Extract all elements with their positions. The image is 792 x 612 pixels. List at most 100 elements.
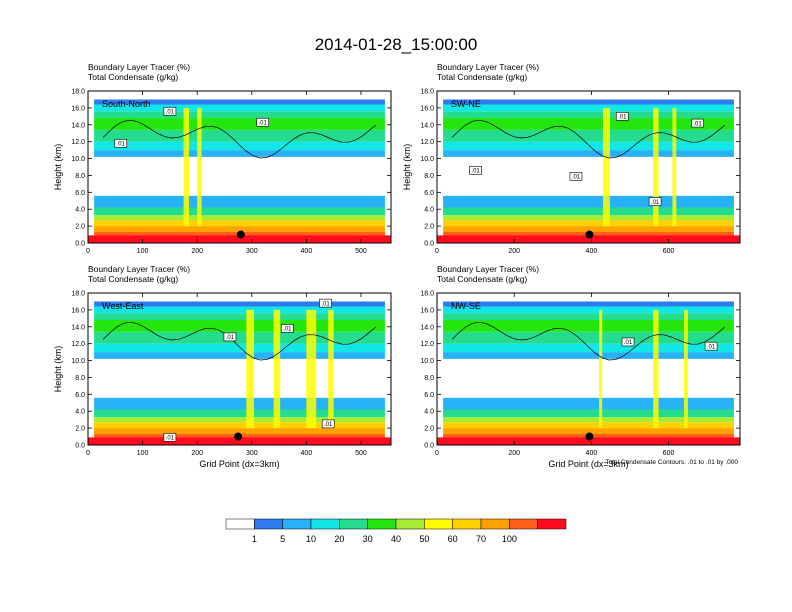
contour-label-box: [280, 324, 294, 333]
colorbar-label: 60: [448, 534, 458, 544]
convective-column: [684, 309, 688, 429]
colorbar-swatch: [509, 518, 538, 530]
x-tick-label: 200: [191, 450, 203, 457]
tracer-band: [443, 118, 734, 130]
plot-frame: [436, 90, 741, 244]
tracer-band: [443, 220, 734, 227]
y-tick-label: 4.0: [75, 207, 85, 214]
tracer-band: [443, 195, 734, 208]
y-tick-label: 16.0: [71, 307, 85, 314]
panel-subtitle-condensate: Total Condensate (g/kg): [88, 72, 178, 82]
contour-label: .01: [572, 174, 581, 180]
y-tick-label: 6.0: [75, 190, 85, 197]
y-tick-label: 18.0: [71, 89, 85, 96]
tracer-band: [94, 358, 385, 398]
main-title: 2014-01-28_15:00:00: [315, 35, 478, 54]
x-tick-label: 400: [301, 450, 313, 457]
y-tick-label: 12.0: [420, 341, 434, 348]
panel-1: Boundary Layer Tracer (%)Total Condensat…: [53, 62, 392, 255]
tracer-band: [94, 156, 385, 196]
panel-subtitle-condensate: Total Condensate (g/kg): [88, 274, 178, 284]
tracer-band: [443, 409, 734, 418]
x-axis-label: Grid Point (dx=3km): [199, 459, 279, 469]
tracer-band: [94, 111, 385, 119]
tracer-band: [94, 220, 385, 227]
y-axis-label: Height (km): [402, 144, 412, 191]
panel-3: Boundary Layer Tracer (%)Total Condensat…: [53, 264, 392, 469]
colorbar: 1 5 10 20 30 40 50 60 70 100: [225, 518, 567, 544]
tracer-band: [94, 417, 385, 423]
panel-label: SW-NE: [451, 99, 481, 109]
y-tick-label: 6.0: [75, 392, 85, 399]
tracer-band: [443, 397, 734, 410]
contour-label: .01: [321, 301, 330, 307]
tracer-band: [443, 306, 734, 314]
tracer-band: [443, 343, 734, 353]
colorbar-swatch: [310, 518, 340, 530]
colorbar-label: 5: [280, 534, 285, 544]
colorbar-swatch: [339, 518, 368, 530]
contour-label: .01: [259, 120, 268, 126]
tracer-gap: [437, 91, 444, 243]
panel-4: Boundary Layer Tracer (%)Total Condensat…: [420, 264, 741, 469]
y-tick-label: 18.0: [71, 291, 85, 298]
contour-label-box: [114, 139, 128, 148]
colorbar-swatch: [424, 518, 453, 530]
location-marker: [234, 432, 243, 441]
location-marker: [585, 230, 594, 239]
tracer-band: [443, 422, 734, 429]
contour-label: .01: [166, 436, 175, 442]
tracer-band: [94, 207, 385, 216]
contour-label: .01: [324, 422, 333, 428]
convective-column: [183, 107, 189, 227]
tracer-band: [443, 150, 734, 157]
colorbar-swatch: [225, 518, 255, 530]
tracer-band: [443, 313, 734, 321]
convective-column: [197, 107, 202, 227]
x-tick-label: 100: [137, 248, 149, 255]
panel-label: South-North: [102, 99, 151, 109]
convective-column: [599, 309, 603, 429]
contour-label-box: [704, 341, 718, 351]
colorbar-swatch: [480, 518, 510, 530]
y-tick-label: 10.0: [420, 156, 434, 163]
panel-subtitle-tracer: Boundary Layer Tracer (%): [437, 264, 539, 274]
panel-subtitle-condensate: Total Condensate (g/kg): [437, 72, 527, 82]
x-tick-label: 0: [86, 450, 90, 457]
y-tick-label: 10.0: [71, 156, 85, 163]
tracer-band: [443, 156, 734, 196]
x-tick-label: 0: [435, 450, 439, 457]
x-tick-label: 500: [355, 248, 367, 255]
x-tick-label: 400: [586, 248, 598, 255]
y-tick-label: 12.0: [71, 139, 85, 146]
y-tick-label: 14.0: [71, 122, 85, 129]
contour-label-box: [648, 197, 662, 206]
y-tick-label: 0.0: [75, 443, 85, 450]
tracer-band: [443, 141, 734, 151]
location-marker: [585, 432, 594, 441]
convective-column: [246, 309, 254, 429]
y-axis-label: Height (km): [53, 346, 63, 393]
tracer-surface-layer: [437, 437, 740, 445]
contour-label: .01: [226, 335, 235, 341]
tracer-band: [443, 99, 734, 105]
tracer-band: [94, 129, 385, 142]
contour-label-box: [469, 166, 482, 175]
tracer-band: [94, 422, 385, 429]
x-axis-label: Grid Point (dx=3km): [548, 459, 628, 469]
contour-label: .01: [117, 142, 126, 148]
contour-label: .01: [707, 344, 716, 350]
tracer-field: .01 .01 .01 .01 .01: [437, 91, 740, 243]
tracer-band: [443, 226, 734, 233]
contour-label-box: [163, 433, 177, 442]
panel-subtitle-tracer: Boundary Layer Tracer (%): [437, 62, 539, 72]
y-tick-label: 10.0: [71, 358, 85, 365]
y-tick-label: 18.0: [420, 291, 434, 298]
contour-label-box: [621, 337, 635, 347]
y-tick-label: 0.0: [75, 241, 85, 248]
tracer-field: .01 .01: [437, 293, 740, 445]
tracer-band: [443, 352, 734, 359]
tracer-field: .01 .01 .01: [88, 91, 391, 243]
tracer-band: [94, 195, 385, 208]
tracer-band: [443, 358, 734, 398]
